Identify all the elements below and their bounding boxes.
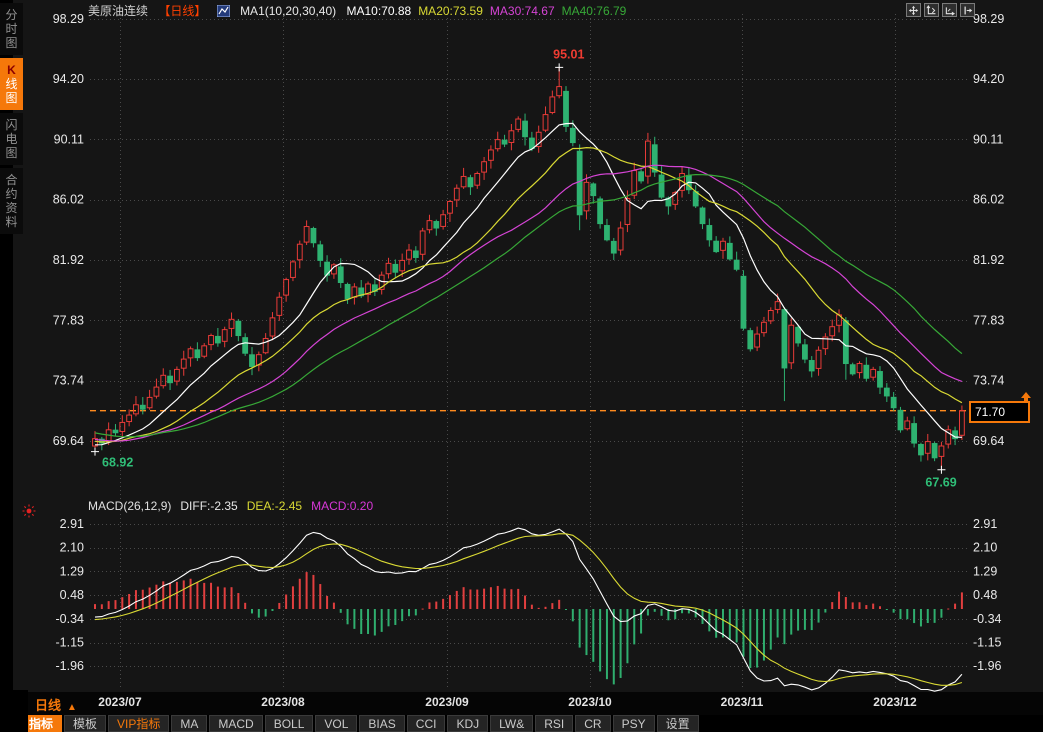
sidebar-tab-char: 约 (0, 187, 23, 201)
sidebar-tab-char: 线 (0, 77, 23, 91)
indicator-chart-icon (217, 5, 230, 20)
annotation-68.92: 68.92 (102, 456, 133, 470)
price-axis-label: 86.02 (53, 193, 84, 207)
diff-line (95, 528, 962, 691)
ma-lines (95, 123, 962, 444)
macd-diff-value: DIFF:-2.35 (180, 499, 237, 513)
macd-axis-label: 1.29 (973, 564, 997, 578)
sidebar-tab-char: 图 (0, 36, 23, 50)
macd-axis-label: 0.48 (60, 588, 84, 602)
ma-values: MA10:70.88 MA20:73.59 MA30:74.67 MA40:76.79 (346, 4, 633, 18)
price-axis-label: 73.74 (53, 374, 84, 388)
price-axis-label: 94.20 (53, 72, 84, 86)
price-axis-label: 98.29 (973, 12, 1004, 26)
sidebar-tab-char: 图 (0, 146, 23, 160)
sidebar-tab-char: 闪 (0, 118, 23, 132)
macd-axis-label: -1.15 (973, 636, 1002, 650)
macd-axis-label: 1.29 (60, 564, 84, 578)
ma-value-label: MA40:76.79 (562, 4, 627, 18)
ma-value-label: MA30:74.67 (490, 4, 555, 18)
sidebar-tab-char: 图 (0, 91, 23, 105)
sidebar-tab-char: 电 (0, 132, 23, 146)
sidebar-tab-合约资料[interactable]: 合约资料 (0, 168, 23, 234)
sidebar-tab-char: 分 (0, 8, 23, 22)
price-axis-label: 77.83 (973, 313, 1004, 327)
macd-axis-label: 2.91 (973, 517, 997, 531)
sidebar-tabs: 分时图K线图闪电图合约资料 (0, 3, 23, 237)
axis-zoom-y-icon[interactable] (924, 3, 939, 17)
macd-axis-label: -1.15 (56, 636, 85, 650)
jump-to-latest-icon[interactable] (960, 3, 975, 17)
macd-axis-label: 0.48 (973, 588, 997, 602)
last-price-value: 71.70 (975, 405, 1005, 419)
macd-axis-label: -1.96 (56, 659, 85, 673)
annotation-67.69: 67.69 (925, 476, 956, 490)
macd-dea-value: DEA:-2.45 (247, 499, 302, 513)
price-axis-label: 94.20 (973, 72, 1004, 86)
price-axis-label: 90.11 (54, 132, 84, 146)
indicator-alert-icon[interactable] (22, 504, 36, 523)
ma-line-MA40 (95, 175, 962, 437)
sidebar-tab-分时图[interactable]: 分时图 (0, 3, 23, 55)
ma-settings-label: MA1(10,20,30,40) (240, 4, 336, 18)
sidebar-tab-char: 时 (0, 22, 23, 36)
ma-line-MA20 (95, 148, 962, 442)
ma-value-label: MA10:70.88 (346, 4, 411, 18)
price-axis-label: 81.92 (973, 253, 1004, 267)
macd-header: MACD(26,12,9) DIFF:-2.35 DEA:-2.45 MACD:0.2… (88, 499, 382, 513)
price-annotations: 95.01 68.92 67.69 (91, 47, 957, 489)
chart-header: 美原油连续 【日线】 MA1(10,20,30,40) MA10:70.88MA… (88, 2, 640, 18)
chart-toolbar-icons (906, 3, 975, 17)
price-axis-label: 69.64 (973, 434, 1004, 448)
annotation-95.01: 95.01 (553, 47, 584, 61)
price-axis-label: 77.83 (53, 313, 84, 327)
price-axis-label: 69.64 (53, 434, 84, 448)
macd-axis-label: -0.34 (56, 612, 85, 626)
axis-zoom-x-icon[interactable] (942, 3, 957, 17)
trading-app-window: 分时图K线图闪电图合约资料 美原油连续 【日线】 MA1(10,20,30,40… (0, 0, 1043, 732)
macd-axis-label: -0.34 (973, 612, 1002, 626)
move-chart-icon[interactable] (906, 3, 921, 17)
macd-axis-label: 2.91 (60, 517, 84, 531)
price-axis-label: 98.29 (53, 12, 84, 26)
macd-params-label: MACD(26,12,9) (88, 499, 171, 513)
price-chart-canvas[interactable]: 98.29 98.29 94.20 94.20 90.11 90.11 86.02 86.02… (0, 0, 1043, 732)
ma-line-MA30 (95, 165, 962, 441)
macd-axis-label: 2.10 (973, 541, 997, 555)
price-axis-label: 73.74 (973, 374, 1004, 388)
price-axis-label: 86.02 (973, 193, 1004, 207)
scroll-to-latest-icon[interactable] (1018, 391, 1034, 409)
sidebar-tab-char: 料 (0, 215, 23, 229)
sidebar-tab-K线图[interactable]: K线图 (0, 58, 23, 110)
ma-value-label: MA20:73.59 (418, 4, 483, 18)
macd-axis-label: 2.10 (60, 541, 84, 555)
macd-macd-value: MACD:0.20 (311, 499, 373, 513)
ma-line-MA10 (95, 123, 962, 444)
sidebar-tab-闪电图[interactable]: 闪电图 (0, 113, 23, 165)
instrument-title: 美原油连续 (88, 4, 148, 18)
price-axis-label: 90.11 (973, 132, 1003, 146)
period-tag: 【日线】 (158, 4, 206, 18)
price-axis-label: 81.92 (53, 253, 84, 267)
sidebar-tab-char: K (0, 63, 23, 77)
macd-axis-label: -1.96 (973, 659, 1002, 673)
sidebar-tab-char: 合 (0, 173, 23, 187)
macd-panel (94, 528, 963, 691)
sidebar-tab-char: 资 (0, 201, 23, 215)
dea-line (95, 534, 962, 686)
